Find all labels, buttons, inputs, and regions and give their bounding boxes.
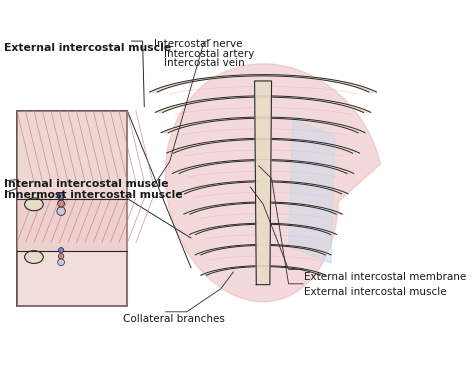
Circle shape bbox=[58, 259, 64, 266]
Text: Intercostal vein: Intercostal vein bbox=[164, 58, 245, 68]
Ellipse shape bbox=[25, 251, 43, 263]
Polygon shape bbox=[258, 238, 268, 245]
Polygon shape bbox=[201, 266, 325, 275]
Polygon shape bbox=[258, 199, 268, 206]
Polygon shape bbox=[190, 223, 337, 235]
Polygon shape bbox=[17, 251, 128, 306]
Text: Intercostal artery: Intercostal artery bbox=[164, 49, 254, 59]
Polygon shape bbox=[184, 202, 342, 214]
Polygon shape bbox=[17, 198, 128, 251]
Polygon shape bbox=[258, 179, 268, 186]
Text: External intercostal muscle: External intercostal muscle bbox=[4, 43, 172, 53]
Polygon shape bbox=[155, 96, 371, 112]
Circle shape bbox=[58, 247, 64, 253]
Circle shape bbox=[58, 193, 64, 199]
FancyBboxPatch shape bbox=[17, 111, 128, 306]
Polygon shape bbox=[17, 111, 128, 198]
Polygon shape bbox=[167, 138, 359, 153]
Polygon shape bbox=[258, 102, 268, 108]
Ellipse shape bbox=[25, 198, 43, 211]
Polygon shape bbox=[161, 117, 365, 133]
Polygon shape bbox=[258, 218, 268, 225]
Polygon shape bbox=[258, 82, 268, 89]
Polygon shape bbox=[258, 160, 268, 167]
Polygon shape bbox=[255, 81, 272, 284]
Polygon shape bbox=[258, 121, 268, 128]
Circle shape bbox=[58, 200, 64, 207]
Polygon shape bbox=[178, 181, 348, 194]
Text: Internal intercostal muscle: Internal intercostal muscle bbox=[4, 179, 169, 189]
Polygon shape bbox=[165, 64, 381, 302]
Polygon shape bbox=[173, 159, 354, 174]
Polygon shape bbox=[195, 244, 331, 255]
Polygon shape bbox=[258, 141, 268, 147]
Text: External intercostal membrane: External intercostal membrane bbox=[304, 272, 466, 282]
Polygon shape bbox=[258, 277, 268, 284]
Circle shape bbox=[58, 254, 64, 259]
Text: Innermost intercostal muscle: Innermost intercostal muscle bbox=[4, 190, 183, 200]
Polygon shape bbox=[258, 257, 268, 264]
Polygon shape bbox=[150, 74, 376, 92]
Text: External intercostal muscle: External intercostal muscle bbox=[304, 287, 447, 297]
Circle shape bbox=[57, 207, 65, 215]
Text: Collateral branches: Collateral branches bbox=[123, 314, 225, 324]
Text: Intercostal nerve: Intercostal nerve bbox=[155, 39, 243, 49]
Polygon shape bbox=[289, 119, 335, 263]
